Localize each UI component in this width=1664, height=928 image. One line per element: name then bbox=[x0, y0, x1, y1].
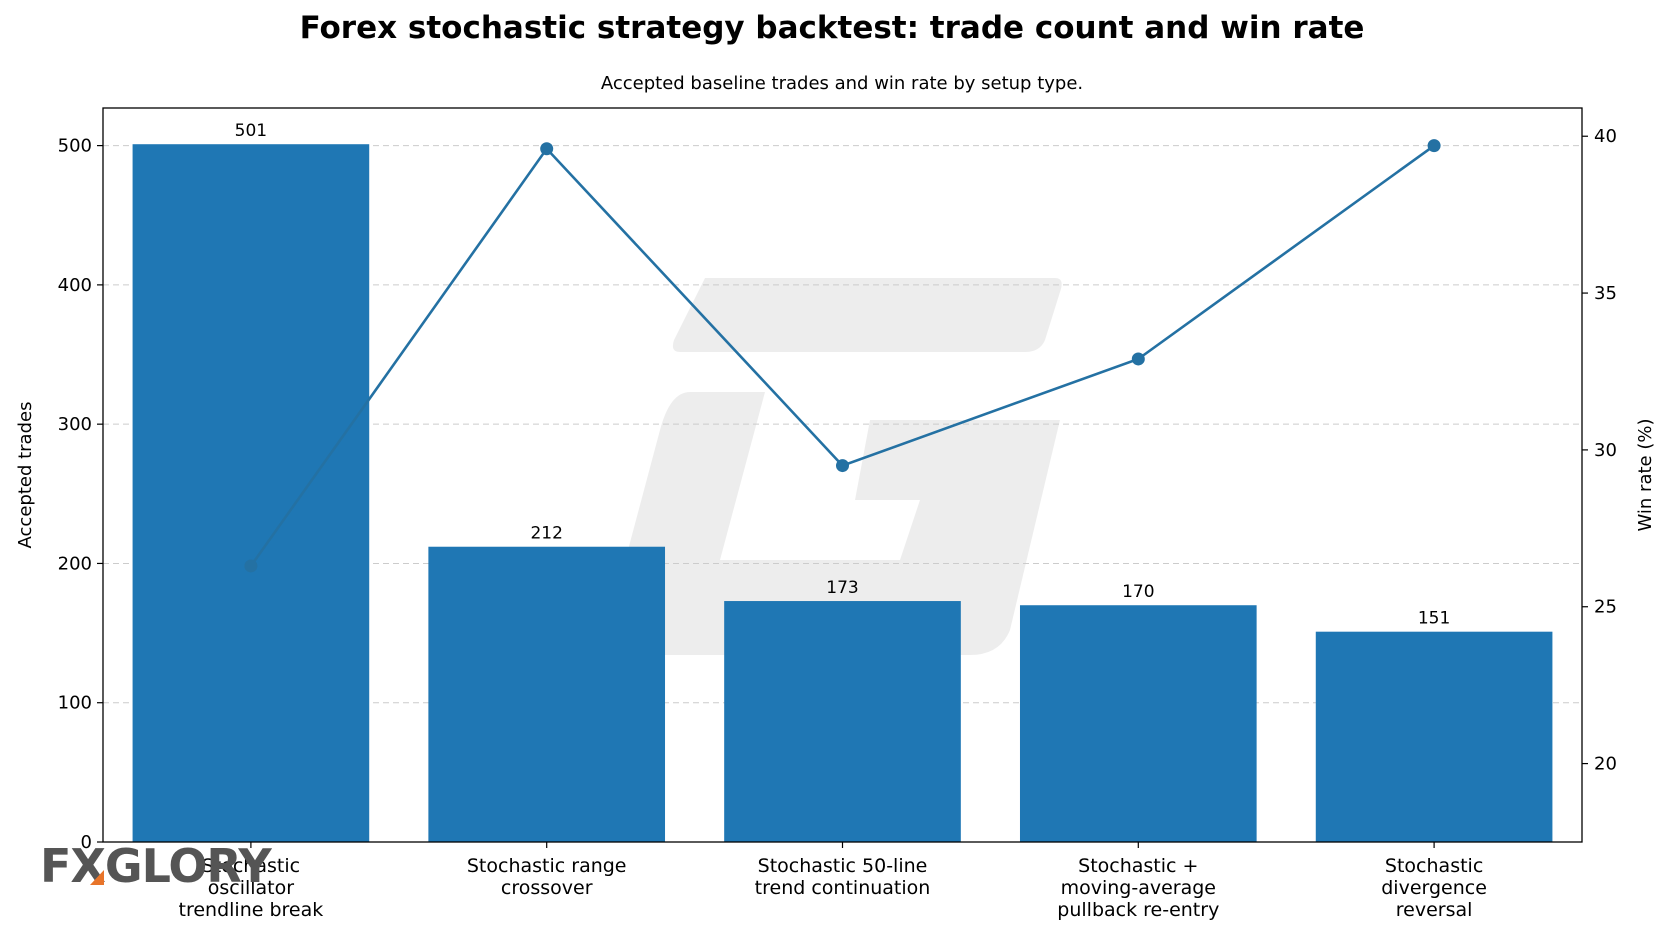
y-tick-label: 0 bbox=[81, 832, 92, 853]
y2-tick-label: 40 bbox=[1594, 126, 1617, 147]
win-rate-polyline bbox=[249, 144, 1435, 567]
win-rate-point bbox=[540, 142, 554, 156]
bar-value-label: 170 bbox=[1122, 582, 1154, 602]
category-label: Stochastic oscillator trendline break bbox=[179, 855, 324, 921]
chart-title: Forex stochastic strategy backtest: trad… bbox=[300, 10, 1365, 46]
category-label: Stochastic divergence reversal bbox=[1381, 855, 1487, 921]
win-rate-point bbox=[836, 459, 849, 473]
svg-text:FXGLORY: FXGLORY bbox=[40, 839, 272, 893]
category-label: Stochastic 50-line trend continuation bbox=[755, 855, 931, 899]
y-tick-label: 200 bbox=[58, 553, 92, 574]
category-labels: Stochastic oscillator trendline break Stoch… bbox=[179, 842, 1487, 921]
category-label: Stochastic + moving-average pullback re-en… bbox=[1057, 855, 1219, 921]
y-tick-label: 500 bbox=[58, 136, 92, 157]
y-tick-label: 100 bbox=[58, 693, 92, 714]
win-rate-point bbox=[244, 559, 258, 573]
y-tick-label: 300 bbox=[58, 414, 92, 435]
left-axis-ticks: 0 100 200 300 400 500 bbox=[58, 136, 103, 853]
y2-tick-label: 20 bbox=[1594, 754, 1617, 775]
y2-axis-label: Win rate (%) bbox=[1635, 419, 1656, 532]
fxglory-logo: FXGLORY bbox=[40, 839, 273, 893]
bar bbox=[428, 546, 666, 842]
y-tick-label: 400 bbox=[58, 275, 92, 296]
win-rate-point bbox=[1427, 139, 1441, 153]
bars bbox=[132, 144, 1553, 842]
bar bbox=[724, 601, 961, 842]
right-axis-ticks: 20 25 30 35 40 bbox=[1582, 126, 1617, 775]
bar bbox=[1019, 605, 1257, 842]
chart-subtitle: Accepted baseline trades and win rate by… bbox=[601, 73, 1083, 94]
bar-value-label: 173 bbox=[826, 578, 858, 598]
logo-accent-icon bbox=[90, 870, 104, 885]
category-label: Stochastic range crossover bbox=[467, 855, 627, 899]
y2-tick-label: 30 bbox=[1594, 440, 1617, 461]
watermark bbox=[609, 278, 1062, 655]
y2-tick-label: 25 bbox=[1594, 597, 1617, 618]
bar-value-label: 501 bbox=[235, 121, 267, 141]
win-rate-point bbox=[1131, 352, 1145, 366]
bar bbox=[132, 144, 370, 842]
y-axis-label: Accepted trades bbox=[15, 402, 36, 549]
win-rate-line bbox=[244, 139, 1441, 573]
data-labels: 501 212 173 170 151 bbox=[235, 121, 1451, 628]
bar-value-label: 212 bbox=[530, 524, 562, 544]
bar-value-label: 151 bbox=[1418, 609, 1450, 629]
y2-tick-label: 35 bbox=[1594, 283, 1617, 304]
bar bbox=[1315, 631, 1553, 842]
